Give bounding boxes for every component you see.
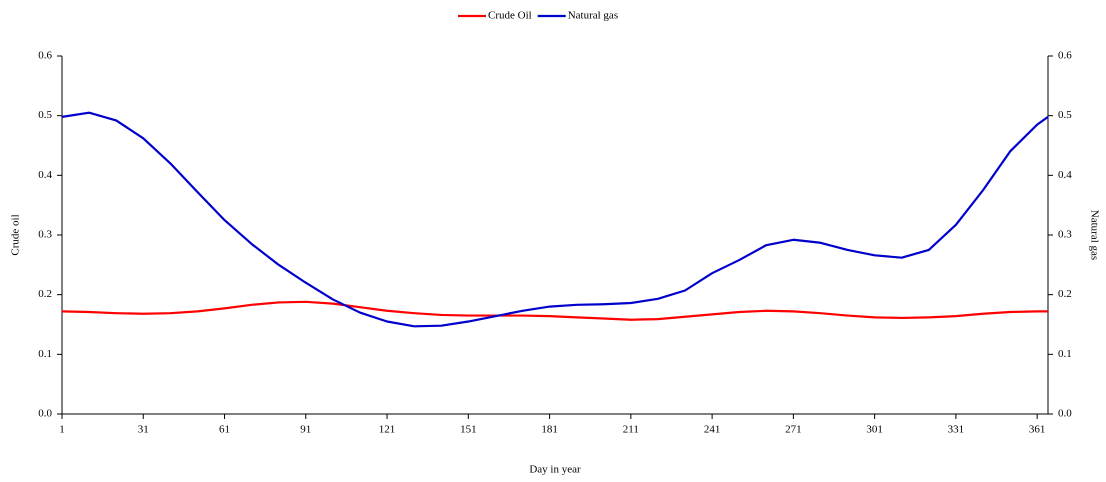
line-series — [61, 300, 1048, 321]
y-axis-title: Crude oil — [10, 214, 22, 255]
x-tick-label: 61 — [219, 424, 230, 436]
y2-tick-label: 0.0 — [1058, 408, 1072, 420]
x-tick-label: 91 — [300, 424, 311, 436]
x-axis-title: Day in year — [529, 464, 581, 476]
y2-tick-label: 0.3 — [1058, 229, 1072, 241]
y2-axis-title: Natural gas — [1088, 210, 1100, 260]
line-series — [61, 111, 1049, 328]
y-tick-label: 0.2 — [38, 288, 52, 300]
y-tick-label: 0.6 — [38, 50, 52, 62]
legend-label: Crude Oil — [488, 10, 532, 22]
y2-tick-label: 0.2 — [1058, 288, 1072, 300]
x-tick-label: 331 — [948, 424, 965, 436]
x-tick-label: 241 — [704, 424, 721, 436]
y-tick-label: 0.0 — [38, 408, 52, 420]
y2-tick-label: 0.6 — [1058, 50, 1072, 62]
x-tick-label: 271 — [785, 424, 802, 436]
y-tick-label: 0.3 — [38, 229, 52, 241]
y-tick-label: 0.5 — [38, 109, 52, 121]
x-tick-label: 151 — [460, 424, 477, 436]
legend-label: Natural gas — [568, 10, 618, 22]
x-tick-label: 361 — [1029, 424, 1046, 436]
y-tick-label: 0.4 — [38, 169, 52, 181]
y2-tick-label: 0.1 — [1058, 348, 1072, 360]
x-tick-label: 1 — [59, 424, 65, 436]
y-tick-label: 0.1 — [38, 348, 52, 360]
y2-tick-label: 0.4 — [1058, 169, 1072, 181]
x-tick-label: 121 — [379, 424, 396, 436]
x-tick-label: 211 — [623, 424, 639, 436]
x-tick-label: 301 — [866, 424, 883, 436]
x-tick-label: 31 — [138, 424, 149, 436]
x-tick-label: 181 — [541, 424, 558, 436]
y2-tick-label: 0.5 — [1058, 109, 1072, 121]
